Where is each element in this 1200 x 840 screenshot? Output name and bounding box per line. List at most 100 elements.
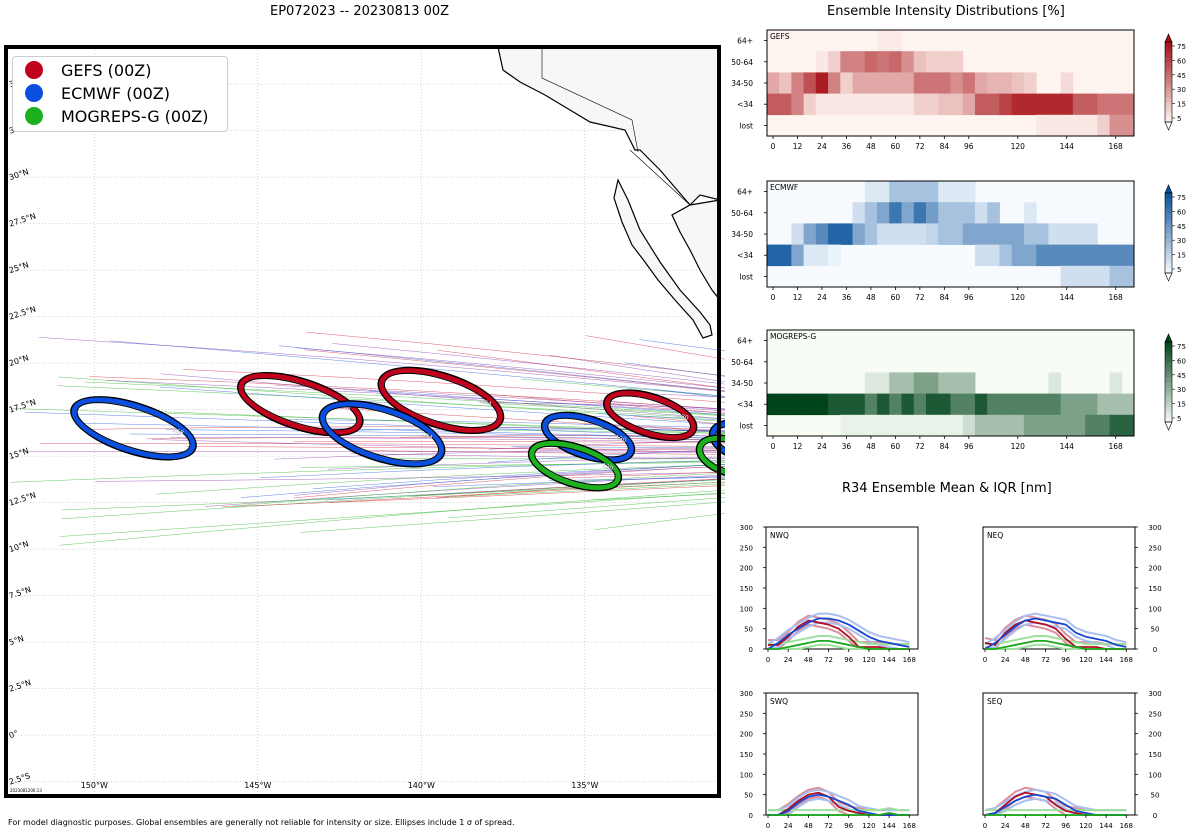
ensemble-track <box>325 478 725 501</box>
heatmap-cell <box>950 93 964 116</box>
r34-y-tick-label: 300 <box>1148 524 1161 532</box>
colorbar-step <box>1165 52 1172 58</box>
r34-y-tick-label: 0 <box>749 646 753 654</box>
ensemble-track <box>182 369 725 403</box>
heatmap-cell <box>864 181 878 203</box>
heatmap-cell <box>1048 244 1062 267</box>
heatmap-cell <box>852 414 866 437</box>
heatmap-cell <box>1023 93 1037 116</box>
ensemble-track <box>275 385 725 412</box>
heatmap-cell <box>828 244 841 267</box>
colorbar-step <box>1165 47 1172 53</box>
colorbar-step <box>1165 352 1172 358</box>
heatmap-cell <box>1097 114 1111 137</box>
colorbar-frame <box>1164 341 1173 423</box>
ensemble-track <box>435 478 725 499</box>
colorbar-step <box>1165 208 1172 214</box>
heatmap-cell <box>852 393 866 416</box>
heatmap-cell <box>999 72 1013 94</box>
colorbar-tick-label: 60 <box>1177 208 1186 216</box>
r34-y-tick-label: 150 <box>1148 751 1161 759</box>
heatmap-cell <box>877 202 890 224</box>
r34-quadrant-label: SWQ <box>770 697 788 706</box>
ellipse-hour-label: 120 <box>614 434 627 444</box>
ensemble-track <box>479 402 725 409</box>
heatmap-cell <box>962 202 976 224</box>
heatmap-cell <box>766 72 780 94</box>
ensemble-track <box>329 481 725 503</box>
heatmap-cell <box>779 244 792 267</box>
ellipse-gefs-168: 168 <box>237 371 364 437</box>
ensemble-track <box>274 447 725 460</box>
ellipse-hour-label: 144 <box>420 431 433 441</box>
heatmap-cell <box>901 202 915 224</box>
heatmap-cell <box>1072 414 1086 437</box>
heatmap-cell <box>999 244 1013 267</box>
heatmap-cell <box>766 393 780 416</box>
ensemble-track <box>312 464 725 489</box>
heatmap-cell <box>1023 414 1037 437</box>
r34-x-tick-label: 0 <box>766 822 770 830</box>
heatmap-cell <box>938 93 951 116</box>
heatmap-cell <box>1011 244 1025 267</box>
footer-note: For model diagnostic purposes. Global en… <box>8 818 515 827</box>
heatmap-cell <box>913 93 927 116</box>
r34-y-tick-label: 200 <box>740 565 753 573</box>
r34-panel-seq: SEQ 0 50 100 150 200 250 300 0 24 48 72 96 120 144 168 <box>982 690 1162 830</box>
heatmap-cell <box>974 93 988 116</box>
heatmap-cell <box>987 72 1000 94</box>
r34-x-tick-label: 48 <box>804 822 813 830</box>
colorbar-step <box>1165 62 1172 68</box>
r34-x-tick-label: 48 <box>1021 822 1030 830</box>
ensemble-track <box>496 403 725 417</box>
ellipse-gefs-120: 120 <box>603 389 698 442</box>
r34-panel-nwq: NWQ 0 50 100 150 200 250 300 0 24 48 72 96 120 144 168 <box>740 524 919 664</box>
heatmap-cell <box>889 414 903 437</box>
ellipse-outline <box>603 389 698 442</box>
heatmap-cell <box>1097 414 1111 437</box>
heatmap-cell <box>1011 93 1025 116</box>
ellipse-outline <box>527 439 623 492</box>
r34-x-tick-label: 24 <box>784 656 793 664</box>
heatmap-cell <box>950 414 964 437</box>
r34-x-tick-label: 72 <box>824 822 833 830</box>
ensemble-track <box>89 376 725 410</box>
heatmap-x-tick-label: 96 <box>964 442 974 451</box>
heatmap-cell <box>828 393 841 416</box>
r34-mean-line <box>984 617 1127 650</box>
r34-iqr-upper <box>768 634 910 646</box>
colorbar-step <box>1165 67 1172 73</box>
heatmap-cell <box>1072 393 1086 416</box>
heatmap-cell <box>889 51 903 73</box>
heatmap-cell <box>1060 393 1074 416</box>
colorbar-step <box>1165 382 1172 388</box>
heatmap-x-tick-label: 48 <box>866 293 876 302</box>
heatmap-gefs: GEFS 64+ 50-64 34-50 <34 lost 0 12 24 36 48 60 72 84 9… <box>731 29 1186 151</box>
ensemble-track <box>549 354 725 383</box>
heatmap-cell <box>925 372 939 394</box>
heatmap-cell <box>889 181 903 203</box>
heatmap-cell <box>766 244 780 267</box>
heatmap-cell <box>974 393 988 416</box>
heatmap-cell <box>791 223 805 245</box>
colorbar-step <box>1165 112 1172 118</box>
heatmap-cell <box>889 72 903 94</box>
heatmap-cell <box>938 51 951 73</box>
colorbar-tick-label: 45 <box>1177 223 1186 231</box>
heatmap-row-label: 50-64 <box>731 358 753 367</box>
heatmap-cell <box>864 93 878 116</box>
r34-mean-line <box>768 812 910 816</box>
colorbar-step <box>1165 72 1172 78</box>
heatmap-cell <box>864 223 878 245</box>
heatmap-cell <box>1121 265 1135 288</box>
heatmap-cell <box>1023 393 1037 416</box>
heatmap-cell <box>889 372 903 394</box>
heatmap-x-tick-label: 0 <box>771 293 776 302</box>
heatmap-cell <box>852 223 866 245</box>
r34-x-tick-label: 120 <box>862 656 875 664</box>
r34-x-tick-label: 96 <box>844 656 853 664</box>
heatmap-cell <box>1072 114 1086 137</box>
heatmap-cell <box>889 93 903 116</box>
ensemble-track <box>278 345 725 391</box>
ellipse-hour-label: 168 <box>338 402 351 412</box>
